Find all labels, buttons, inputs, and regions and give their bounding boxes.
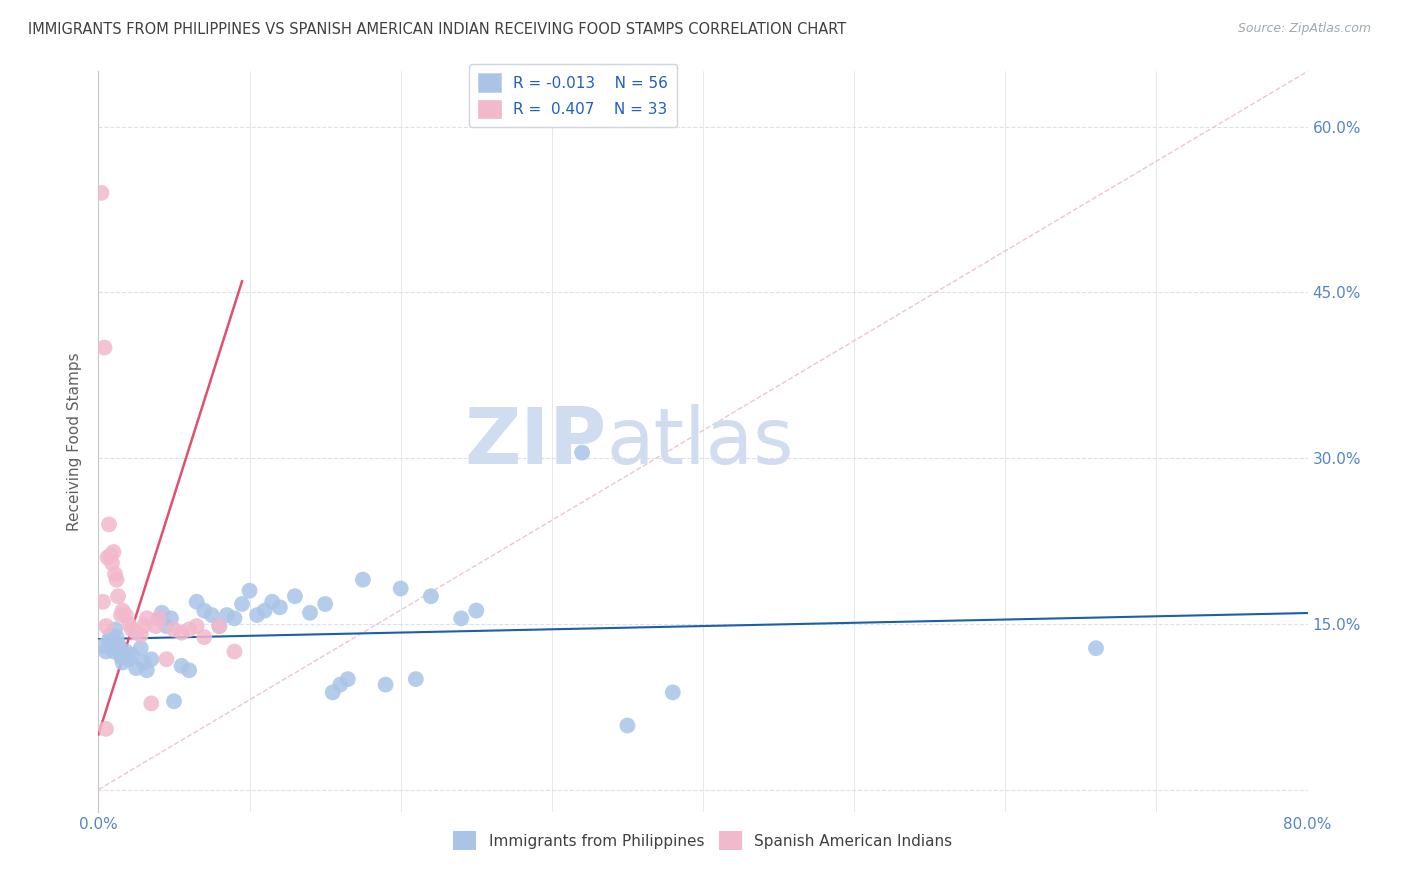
Point [179,623,201,637]
Point [163,623,186,637]
Point [96,550,118,565]
Point [170,658,193,673]
Point [571,445,593,459]
Point [179,663,201,677]
Point [145,619,167,633]
Point [108,641,131,656]
Point [107,637,129,651]
Point [98,517,121,532]
Legend: Immigrants from Philippines, Spanish American Indians: Immigrants from Philippines, Spanish Ame… [447,825,959,856]
Point [93,341,115,355]
Point [114,607,136,622]
Point [389,582,412,596]
Point [253,604,276,618]
Point [163,694,186,708]
Point [215,607,238,622]
Point [405,672,427,686]
Point [224,644,246,658]
Point [155,652,177,666]
Point [193,604,215,618]
Point [246,607,269,622]
Point [125,625,148,640]
Point [208,619,231,633]
Point [150,606,173,620]
Point [374,678,396,692]
Point [103,644,125,658]
Point [132,656,155,670]
Point [465,604,488,618]
Point [118,652,141,666]
Text: ZIP: ZIP [464,403,606,480]
Point [94,644,117,658]
Point [148,611,170,625]
Point [110,650,132,665]
Point [299,606,322,620]
Point [201,607,224,622]
Point [91,595,114,609]
Point [284,589,307,603]
Point [329,678,352,692]
Text: Source: ZipAtlas.com: Source: ZipAtlas.com [1237,22,1371,36]
Point [100,549,122,563]
Point [101,639,124,653]
Point [129,641,152,656]
Point [100,628,122,642]
Point [224,611,246,625]
Point [98,633,121,648]
Point [104,567,127,582]
Point [105,573,128,587]
Point [231,597,253,611]
Point [420,589,443,603]
Point [352,573,374,587]
Point [239,583,262,598]
Point [118,616,141,631]
Point [110,607,132,622]
Point [269,600,291,615]
Point [160,611,183,625]
Point [322,685,344,699]
Point [94,722,117,736]
Point [336,672,359,686]
Text: IMMIGRANTS FROM PHILIPPINES VS SPANISH AMERICAN INDIAN RECEIVING FOOD STAMPS COR: IMMIGRANTS FROM PHILIPPINES VS SPANISH A… [28,22,846,37]
Point [111,604,134,618]
Point [450,611,472,625]
Point [121,623,143,637]
Point [314,597,336,611]
Point [155,619,177,633]
Point [141,652,163,666]
Point [121,648,143,662]
Point [90,186,112,200]
Point [661,685,683,699]
Point [1085,641,1108,656]
Point [148,611,170,625]
Point [135,611,157,625]
Point [135,663,157,677]
Point [125,661,148,675]
Point [94,619,117,633]
Y-axis label: Receiving Food Stamps: Receiving Food Stamps [67,352,83,531]
Point [105,630,128,644]
Point [141,697,163,711]
Point [101,556,124,570]
Point [114,644,136,658]
Point [129,628,152,642]
Point [616,718,638,732]
Text: atlas: atlas [606,403,794,480]
Point [186,619,208,633]
Point [170,625,193,640]
Point [91,639,114,653]
Point [111,656,134,670]
Point [107,589,129,603]
Point [104,623,127,637]
Point [208,619,231,633]
Point [193,630,215,644]
Point [103,545,125,559]
Point [262,595,284,609]
Point [132,619,155,633]
Point [186,595,208,609]
